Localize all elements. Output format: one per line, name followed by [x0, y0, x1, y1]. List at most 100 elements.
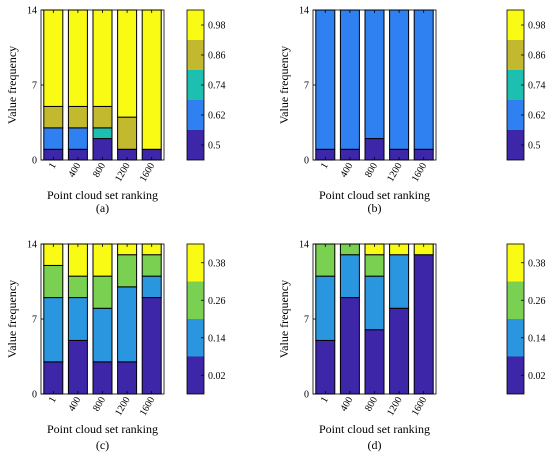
x-tick-label: 400: [338, 161, 355, 179]
bar-segment: [315, 9, 336, 150]
colorbar-tick-label: 0.14: [208, 333, 226, 344]
bar-segment: [67, 9, 88, 107]
bar-segment: [67, 297, 88, 341]
colorbar-tick-label: 0.86: [208, 51, 226, 62]
bar-segment: [92, 138, 113, 161]
colorbar-segment: [187, 281, 204, 319]
y-tick-label: 0: [304, 156, 309, 167]
colorbar-segment: [507, 70, 524, 100]
y-tick-label: 0: [32, 390, 37, 401]
colorbar-frame: [186, 243, 205, 395]
bar-segment: [117, 361, 138, 395]
colorbar-tick-label: 0.38: [208, 258, 226, 269]
y-tick-label: 7: [32, 81, 37, 92]
bar-segment: [339, 254, 360, 299]
bar-segment: [141, 9, 162, 150]
colorbar-segment: [187, 356, 204, 394]
colorbar-segment: [187, 319, 204, 357]
bar-segment: [43, 243, 64, 266]
x-tick-label: 800: [91, 395, 108, 413]
colorbar-tick-label: 0.02: [208, 371, 226, 382]
colorbar-segment: [507, 356, 524, 394]
bar-segment: [339, 9, 360, 150]
y-tick-label: 7: [32, 315, 37, 326]
bar-segment: [117, 9, 138, 118]
x-tick-label: 1: [319, 395, 331, 405]
bar-segment: [117, 254, 138, 288]
x-tick-label: 1600: [138, 161, 158, 184]
x-tick-label: 400: [338, 395, 355, 413]
colorbar-tick-label: 0.14: [528, 333, 546, 344]
bar-segment: [339, 297, 360, 395]
y-axis-label: Value frequency: [277, 46, 291, 124]
bar-segment: [92, 307, 113, 363]
x-tick-label: 400: [66, 161, 83, 179]
colorbar-segment: [187, 130, 204, 160]
colorbar-segment: [507, 281, 524, 319]
x-tick-label: 1: [47, 395, 59, 405]
bar-segment: [413, 9, 434, 150]
y-tick-label: 7: [304, 81, 309, 92]
bar-segment: [43, 9, 64, 107]
x-axis-label: Point cloud set ranking: [47, 188, 158, 202]
x-tick-label: 1: [47, 161, 59, 171]
colorbar-tick-label: 0.62: [208, 111, 226, 122]
bar-segment: [389, 9, 410, 150]
y-tick-label: 7: [304, 315, 309, 326]
x-tick-label: 800: [363, 161, 380, 179]
y-tick-label: 0: [304, 390, 309, 401]
bar-segment: [315, 275, 336, 341]
bar-segment: [364, 138, 385, 161]
bar-segment: [364, 329, 385, 395]
x-tick-label: 1: [319, 161, 331, 171]
bar-segment: [141, 297, 162, 395]
bar-segment: [364, 254, 385, 277]
bar-segment: [117, 286, 138, 363]
bar-segment: [413, 254, 434, 395]
colorbar-tick-label: 0.02: [528, 371, 546, 382]
colorbar-tick-label: 0.98: [208, 21, 226, 32]
x-axis-label: Point cloud set ranking: [319, 188, 430, 202]
bar-segment: [141, 275, 162, 299]
bar-segment: [67, 105, 88, 129]
x-axis-label: Point cloud set ranking: [47, 422, 158, 436]
x-tick-label: 1200: [385, 395, 405, 418]
bar-segment: [43, 264, 64, 299]
bar-segment: [389, 254, 410, 309]
colorbar-tick-label: 0.5: [528, 141, 541, 152]
colorbar-tick-label: 0.5: [208, 141, 221, 152]
colorbar-frame: [506, 243, 525, 395]
colorbar-segment: [187, 10, 204, 40]
panel-label: (b): [368, 201, 382, 215]
bar-segment: [67, 275, 88, 299]
colorbar-tick-label: 0.26: [528, 296, 546, 307]
bar-segment: [67, 339, 88, 395]
bar-segment: [315, 339, 336, 395]
bar-segment: [92, 105, 113, 129]
colorbar-frame: [186, 9, 205, 161]
chart-panel-4: 0 7 14 1 400 800 1200 1600 Point cloud set ranki…: [277, 240, 546, 453]
x-tick-label: 400: [66, 395, 83, 413]
x-tick-label: 1600: [138, 395, 158, 418]
colorbar-segment: [187, 244, 204, 282]
chart-panel-3: 0 7 14 1 400 800 1200 1600 Point cloud set ranki…: [5, 240, 226, 453]
panel-label: (c): [96, 438, 109, 452]
x-tick-label: 800: [91, 161, 108, 179]
colorbar-frame: [506, 9, 525, 161]
x-tick-label: 1200: [113, 161, 133, 184]
bar-segment: [67, 127, 88, 150]
bar-segment: [364, 275, 385, 331]
colorbar-segment: [507, 244, 524, 282]
bar-segment: [43, 127, 64, 150]
colorbar-segment: [507, 319, 524, 357]
bar-segment: [43, 105, 64, 129]
y-axis-label: Value frequency: [5, 280, 19, 358]
x-axis-label: Point cloud set ranking: [319, 422, 430, 436]
colorbar-segment: [187, 70, 204, 100]
x-tick-label: 800: [363, 395, 380, 413]
colorbar-segment: [507, 40, 524, 70]
bar-segment: [92, 275, 113, 309]
y-tick-label: 14: [299, 240, 309, 251]
colorbar-segment: [187, 100, 204, 130]
